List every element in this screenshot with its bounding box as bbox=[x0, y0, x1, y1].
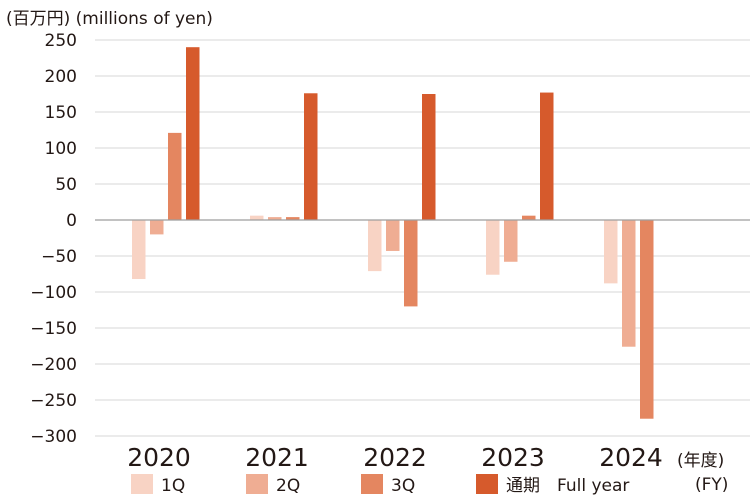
y-tick-label: 250 bbox=[45, 31, 77, 51]
bar-1q bbox=[132, 220, 146, 280]
bar-2q bbox=[150, 220, 164, 235]
y-tick-label: −300 bbox=[30, 427, 77, 447]
legend-full-year-label: 通期 Full year bbox=[506, 476, 629, 496]
x-tick-label: 2020 bbox=[127, 443, 191, 472]
bar-full-year bbox=[540, 92, 554, 220]
legend-3q-label: 3Q bbox=[391, 476, 415, 496]
y-tick-label: −100 bbox=[30, 283, 77, 303]
legend-3q-swatch bbox=[361, 474, 383, 494]
x-tick-label: 2023 bbox=[481, 443, 545, 472]
bar-2q bbox=[504, 220, 518, 262]
fiscal-year-label-jp: (年度) bbox=[677, 451, 725, 471]
fiscal-year-label-en: (FY) bbox=[695, 475, 729, 495]
y-tick-label: −50 bbox=[41, 247, 77, 267]
bar-full-year bbox=[422, 94, 436, 220]
bar-3q bbox=[522, 215, 536, 220]
x-tick-label: 2024 bbox=[599, 443, 663, 472]
bar-full-year bbox=[186, 47, 200, 221]
bar-2q bbox=[386, 220, 400, 251]
unit-label: (百万円) (millions of yen) bbox=[6, 9, 213, 29]
y-tick-label: 200 bbox=[45, 67, 77, 87]
legend-full-year-swatch bbox=[476, 474, 498, 494]
x-tick-label: 2021 bbox=[245, 443, 309, 472]
bar-3q bbox=[404, 220, 418, 307]
y-tick-label: 150 bbox=[45, 103, 77, 123]
y-tick-label: 100 bbox=[45, 139, 77, 159]
bar-3q bbox=[640, 220, 654, 419]
bar-full-year bbox=[304, 93, 318, 220]
legend-2q-swatch bbox=[246, 474, 268, 494]
bar-2q bbox=[268, 217, 282, 220]
legend-1q-swatch bbox=[131, 474, 153, 494]
y-tick-label: −250 bbox=[30, 391, 77, 411]
bar-3q bbox=[286, 217, 300, 220]
bar-1q bbox=[486, 220, 500, 275]
legend-1q-label: 1Q bbox=[161, 476, 185, 496]
bar-3q bbox=[168, 132, 182, 220]
y-tick-label: −150 bbox=[30, 319, 77, 339]
y-tick-label: −200 bbox=[30, 355, 77, 375]
y-tick-label: 50 bbox=[55, 175, 77, 195]
legend-2q-label: 2Q bbox=[276, 476, 300, 496]
bar-1q bbox=[368, 220, 382, 272]
bar-2q bbox=[622, 220, 636, 347]
bar-1q bbox=[604, 220, 618, 284]
x-tick-label: 2022 bbox=[363, 443, 427, 472]
y-tick-label: 0 bbox=[66, 211, 77, 231]
bar-1q bbox=[250, 215, 264, 220]
